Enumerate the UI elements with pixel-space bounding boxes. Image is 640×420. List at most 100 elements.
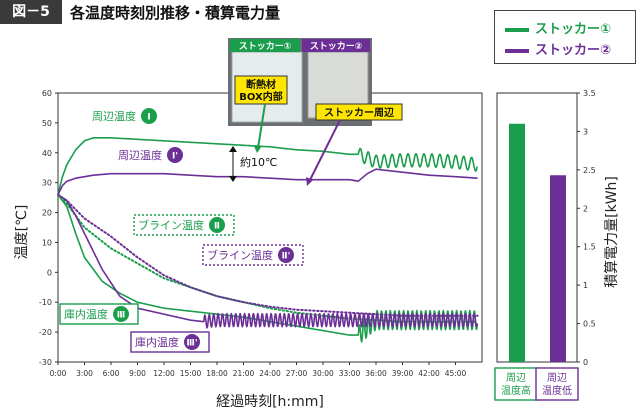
callout-box-interior-line: BOX内部 bbox=[239, 90, 282, 103]
callout-ambient-bg bbox=[315, 103, 403, 121]
series-label-text: 庫内温度 bbox=[64, 307, 108, 321]
series-label-text: ブライン温度 bbox=[138, 218, 204, 232]
callout-box-interior: 断熱材 BOX内部 bbox=[234, 75, 288, 153]
series-label-3: ブライン温度 Ⅱ' bbox=[202, 244, 304, 266]
callout-ambient-label: ストッカー周辺 bbox=[324, 107, 394, 119]
legend-label-stocker-1: ストッカー① bbox=[535, 22, 612, 37]
x-tick-label: 15:00 bbox=[180, 369, 202, 378]
series-label-text: 周辺温度 bbox=[118, 148, 162, 162]
photo-label-1-bg bbox=[230, 39, 300, 52]
x-tick-label: 45:00 bbox=[445, 369, 467, 378]
y2-tick-label: 3.5 bbox=[583, 89, 596, 98]
callout-ambient-arrowhead bbox=[306, 177, 313, 186]
y-axis-temperature: -30 -20 -10 0 10 20 30 40 50 60 bbox=[39, 89, 58, 367]
series-layer bbox=[57, 137, 479, 343]
series-label-text: ブライン温度 bbox=[207, 248, 273, 262]
x-tick-label: 0:00 bbox=[50, 369, 67, 378]
bar-category-label: 周辺温度低 bbox=[542, 372, 572, 397]
callout-box-interior-line: 断熱材 bbox=[246, 78, 276, 91]
series-label-5: 庫内温度 Ⅲ' bbox=[130, 331, 210, 353]
y-tick-label: 30 bbox=[42, 179, 52, 188]
bar-category-line: 周辺 bbox=[506, 372, 526, 384]
y-tick-label: -30 bbox=[39, 358, 52, 367]
y2-tick-label: 3 bbox=[583, 127, 588, 136]
y-tick-label: 20 bbox=[42, 209, 52, 218]
x-tick-label: 30:00 bbox=[312, 369, 334, 378]
legend: ストッカー① ストッカー② bbox=[494, 10, 636, 64]
y-tick-label: -10 bbox=[39, 298, 52, 307]
series-label-badge bbox=[184, 334, 200, 350]
series-label-numeral: Ⅰ' bbox=[172, 152, 178, 162]
series-labels: 周辺温度 Ⅰ 周辺温度 Ⅰ' ブライン温度 Ⅱ ブライン温度 Ⅱ' 庫内温度 Ⅲ 庫内温度 Ⅲ' bbox=[59, 108, 304, 353]
power-bar-0 bbox=[509, 123, 525, 362]
series-label-box bbox=[202, 244, 304, 266]
series-label-box bbox=[133, 214, 235, 236]
power-bar-1 bbox=[550, 175, 566, 362]
bar-category-line: 温度低 bbox=[542, 384, 572, 397]
y-axis-title-left: 温度[℃] bbox=[14, 205, 30, 260]
callout-box-interior-label: 断熱材 BOX内部 bbox=[239, 78, 282, 103]
y-axis-power: 0 0.5 1 1.5 2 2.5 3 3.5 bbox=[577, 89, 596, 367]
series-line-5 bbox=[57, 193, 478, 329]
series-label-badge bbox=[209, 217, 225, 233]
y2-tick-label: 0.5 bbox=[583, 320, 596, 329]
series-label-0: 周辺温度 Ⅰ bbox=[92, 108, 157, 124]
x-tick-label: 21:00 bbox=[233, 369, 255, 378]
x-tick-label: 42:00 bbox=[418, 369, 440, 378]
series-label-numeral: Ⅲ bbox=[117, 311, 126, 321]
y2-tick-label: 2 bbox=[583, 204, 588, 213]
legend-swatch-stocker-1 bbox=[505, 27, 529, 32]
series-label-badge bbox=[113, 306, 129, 322]
series-label-badge bbox=[167, 147, 183, 163]
photo-label-2-bg bbox=[302, 39, 370, 52]
difference-arrow-down bbox=[229, 176, 237, 182]
series-line-1 bbox=[57, 168, 478, 195]
x-tick-label: 9:00 bbox=[129, 369, 146, 378]
y-axis-title-right: 積算電力量[kWh] bbox=[604, 176, 620, 288]
difference-arrow-up bbox=[229, 146, 237, 152]
figure-tag: 図－5 bbox=[0, 0, 62, 24]
y-tick-label: 40 bbox=[42, 149, 52, 158]
x-tick-label: 12:00 bbox=[153, 369, 175, 378]
series-label-numeral: Ⅲ' bbox=[186, 339, 197, 349]
legend-swatch-stocker-2 bbox=[505, 48, 529, 53]
series-label-numeral: Ⅱ' bbox=[282, 252, 291, 262]
bar-category-box bbox=[535, 367, 579, 401]
x-tick-label: 18:00 bbox=[206, 369, 228, 378]
series-label-2: ブライン温度 Ⅱ bbox=[133, 214, 235, 236]
series-label-text: 周辺温度 bbox=[92, 109, 136, 123]
x-tick-label: 36:00 bbox=[365, 369, 387, 378]
x-axis-title: 経過時刻[h:mm] bbox=[216, 394, 324, 410]
bar-category-line: 周辺 bbox=[547, 372, 567, 384]
y2-tick-label: 2.5 bbox=[583, 166, 596, 175]
temperature-difference-annotation: 約10℃ bbox=[229, 146, 277, 182]
y2-tick-label: 1.5 bbox=[583, 243, 596, 252]
difference-label: 約10℃ bbox=[240, 155, 277, 169]
callout-box-interior-arrow bbox=[257, 103, 266, 149]
bar-category-label: 周辺温度高 bbox=[501, 372, 531, 397]
legend-item-stocker-1: ストッカー① bbox=[505, 18, 612, 37]
series-label-badge bbox=[278, 247, 294, 263]
series-label-4: 庫内温度 Ⅲ bbox=[59, 303, 139, 325]
series-label-1: 周辺温度 Ⅰ' bbox=[118, 147, 183, 163]
y-tick-label: 0 bbox=[47, 268, 52, 277]
y-tick-label: 60 bbox=[42, 89, 52, 98]
x-axis-time: 0:00 3:00 6:00 9:00 12:00 15:00 18:00 21:00 24:0… bbox=[50, 362, 467, 378]
series-label-badge bbox=[141, 108, 157, 124]
x-tick-label: 27:00 bbox=[286, 369, 308, 378]
legend-label-stocker-2: ストッカー② bbox=[535, 43, 612, 58]
series-label-numeral: Ⅱ bbox=[214, 222, 220, 232]
x-tick-label: 24:00 bbox=[259, 369, 281, 378]
x-tick-label: 6:00 bbox=[103, 369, 120, 378]
callout-ambient-arrow bbox=[309, 119, 341, 181]
callout-ambient: ストッカー周辺 bbox=[306, 103, 403, 186]
callout-box-interior-arrowhead bbox=[254, 146, 262, 153]
legend-item-stocker-2: ストッカー② bbox=[505, 39, 612, 58]
x-tick-label: 33:00 bbox=[339, 369, 361, 378]
series-label-numeral: Ⅰ bbox=[147, 113, 150, 123]
series-line-0 bbox=[57, 137, 478, 195]
bar-category-line: 温度高 bbox=[501, 384, 531, 397]
y-tick-label: -20 bbox=[39, 328, 52, 337]
y-tick-label: 50 bbox=[42, 119, 52, 128]
